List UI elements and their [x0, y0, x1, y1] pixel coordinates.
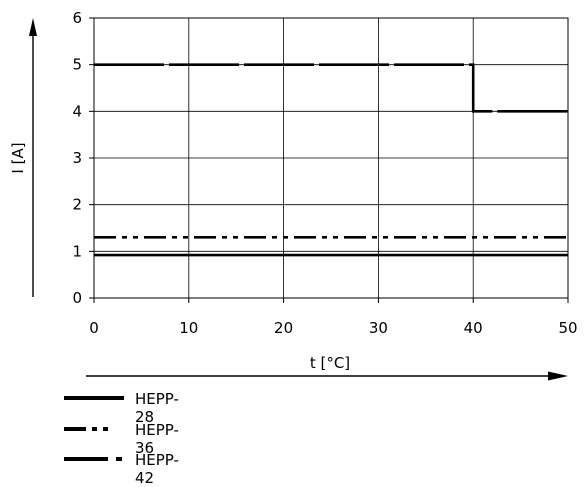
legend-swatch-solid: [64, 396, 124, 400]
series-line: [94, 63, 568, 113]
y-tick-label: 3: [72, 149, 82, 167]
x-tick-label: 10: [179, 319, 198, 337]
legend-swatch-long-dash: [64, 457, 124, 461]
y-tick-labels: 0 1 2 3 4 5 6: [72, 9, 82, 307]
x-tick-label: 30: [369, 319, 388, 337]
y-tick-label: 4: [72, 102, 82, 120]
y-tick-label: 6: [72, 9, 82, 27]
legend-swatch-dash-dot-dot: [64, 426, 124, 431]
y-axis-title: I [A]: [9, 142, 27, 173]
grid-lines: [89, 17, 569, 303]
y-tick-label: 5: [72, 56, 82, 74]
x-tick-label: 40: [464, 319, 483, 337]
y-axis-arrowhead: [29, 18, 37, 36]
plot-frame: [93, 17, 569, 299]
legend-label: HEPP-36: [135, 420, 179, 457]
y-tick-label: 0: [72, 289, 82, 307]
series-layer: [94, 63, 568, 257]
y-tick-label: 2: [72, 196, 82, 214]
x-tick-label: 50: [558, 319, 577, 337]
x-tick-label: 0: [89, 319, 99, 337]
line-chart: 0 10 20 30 40 50 0 1 2 3 4 5 6 I [A] t [°C]: [9, 9, 578, 381]
legend-label: HEPP-42: [135, 451, 179, 487]
x-tick-labels: 0 10 20 30 40 50: [89, 319, 577, 337]
legend-label: HEPP-28: [135, 390, 179, 426]
y-tick-label: 1: [72, 242, 82, 260]
x-axis-arrowhead: [548, 371, 568, 381]
x-axis-title: t [°C]: [310, 354, 350, 372]
x-tick-label: 20: [274, 319, 293, 337]
